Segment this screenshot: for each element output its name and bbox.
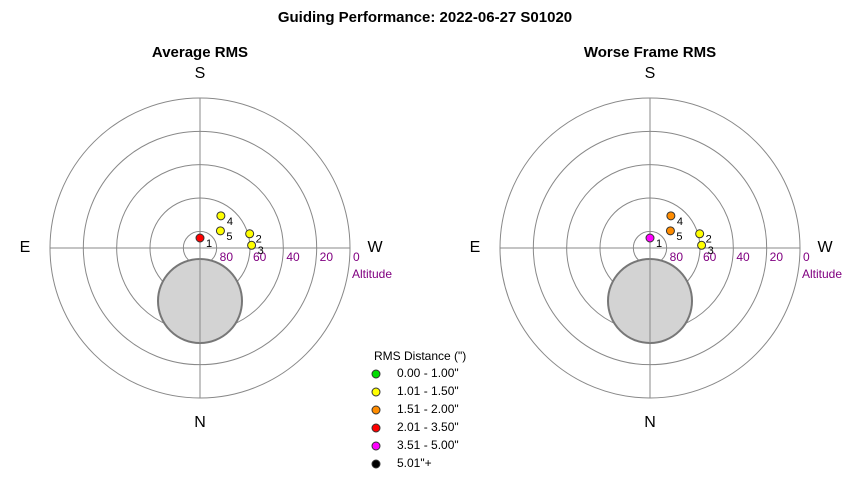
point <box>245 229 255 239</box>
axis-label: Altitude <box>802 267 842 281</box>
point <box>665 226 675 236</box>
point-label: 1 <box>206 238 212 250</box>
legend-label: 0.00 - 1.00" <box>397 366 459 380</box>
point <box>216 211 226 221</box>
compass-label: N <box>194 414 206 431</box>
compass-label: S <box>645 65 656 82</box>
compass-label: W <box>367 239 383 256</box>
legend-swatch <box>371 423 381 433</box>
legend-title: RMS Distance (") <box>374 349 466 363</box>
r-tick-label: 0 <box>353 250 360 264</box>
legend-swatch <box>371 459 381 469</box>
point <box>215 226 225 236</box>
compass-label: W <box>817 239 833 256</box>
r-tick-label: 40 <box>286 250 300 264</box>
point-label: 3 <box>258 245 264 257</box>
point-label: 3 <box>708 245 714 257</box>
compass-label: N <box>644 414 656 431</box>
r-tick-label: 60 <box>703 250 717 264</box>
point-label: 2 <box>256 234 262 246</box>
compass-label: E <box>20 239 31 256</box>
legend-label: 2.01 - 3.50" <box>397 420 459 434</box>
axis-label: Altitude <box>352 267 392 281</box>
figure-title: Guiding Performance: 2022-06-27 S01020 <box>278 9 572 26</box>
r-tick-label: 40 <box>736 250 750 264</box>
chart-title: Worse Frame RMS <box>584 44 716 61</box>
point <box>247 240 257 250</box>
r-tick-label: 0 <box>803 250 810 264</box>
point <box>695 229 705 239</box>
legend-swatch <box>371 369 381 379</box>
point <box>195 233 205 243</box>
point-label: 5 <box>226 231 232 243</box>
point-label: 2 <box>706 234 712 246</box>
point <box>645 233 655 243</box>
r-tick-label: 80 <box>220 250 234 264</box>
r-tick-label: 20 <box>320 250 334 264</box>
compass-label: S <box>195 65 206 82</box>
legend-label: 1.01 - 1.50" <box>397 384 459 398</box>
compass-label: E <box>470 239 481 256</box>
legend-label: 3.51 - 5.00" <box>397 438 459 452</box>
r-tick-label: 60 <box>253 250 267 264</box>
point-label: 5 <box>676 231 682 243</box>
legend-swatch <box>371 387 381 397</box>
r-tick-label: 80 <box>670 250 684 264</box>
legend-label: 1.51 - 2.00" <box>397 402 459 416</box>
legend-swatch <box>371 441 381 451</box>
legend-swatch <box>371 405 381 415</box>
point-label: 4 <box>677 216 683 228</box>
point <box>666 211 676 221</box>
legend-label: 5.01"+ <box>397 456 432 470</box>
r-tick-label: 20 <box>770 250 784 264</box>
point <box>697 240 707 250</box>
chart-title: Average RMS <box>152 44 248 61</box>
point-label: 1 <box>656 238 662 250</box>
point-label: 4 <box>227 216 233 228</box>
